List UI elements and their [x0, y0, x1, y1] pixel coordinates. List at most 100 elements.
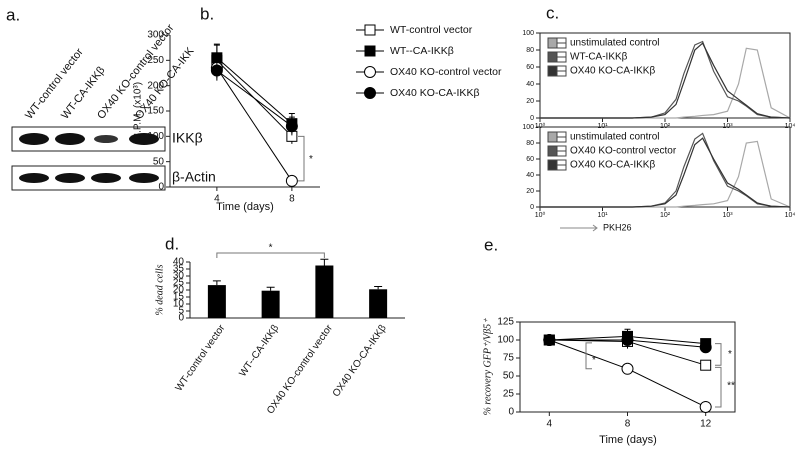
y-tick-label: 35: [173, 264, 185, 275]
legend-label: OX40 KO-CA-IKKβ: [390, 87, 479, 99]
blot-row-label: IKKβ: [172, 130, 203, 146]
x-tick-label: 4: [214, 194, 220, 205]
significance-bracket: [585, 342, 592, 370]
legend-label: unstimulated control: [570, 132, 660, 143]
x-tick-label: 4: [547, 419, 553, 430]
y-tick-label: 100: [522, 124, 534, 131]
x-axis-label: PKH26: [603, 222, 632, 232]
significance-bracket: [298, 135, 305, 182]
error-bar: [374, 286, 383, 290]
x-tick-label: 10⁴: [785, 212, 796, 219]
y-tick-label: 40: [173, 257, 185, 268]
band: [55, 173, 85, 183]
significance-bracket: [715, 366, 722, 408]
histogram-curve: [540, 137, 791, 208]
legend-swatch: [547, 65, 558, 77]
series-line: [216, 57, 293, 125]
error-bar: [320, 258, 329, 266]
error-bar: [266, 286, 275, 291]
y-tick-label: 20: [173, 285, 185, 296]
band: [94, 135, 118, 143]
y-tick-label: 250: [147, 55, 164, 66]
marker: [699, 341, 712, 354]
marker: [700, 359, 712, 371]
x-tick-label: WT--CA-IKKβ: [237, 323, 281, 379]
panel-label: a.: [6, 5, 20, 24]
band: [91, 173, 121, 183]
y-tick-label: 25: [173, 278, 185, 289]
y-axis-label: % recovery GFP⁺/Vβ5⁺: [482, 318, 493, 416]
chart: b. 0 50 100 150 200 250 300 4 8 Time (days) C.P.M. …: [133, 4, 502, 212]
legend-label: unstimulated control: [570, 38, 660, 49]
x-axis-label: Time (days): [599, 434, 657, 446]
marker: [285, 120, 298, 133]
bar: [369, 289, 388, 318]
legend-swatch: [547, 159, 558, 171]
y-tick-label: 25: [503, 389, 515, 400]
legend-label: WT--CA-IKKβ: [390, 45, 454, 57]
legend-swatch: [547, 131, 558, 143]
y-tick-label: 0: [530, 204, 534, 211]
panel-label: d.: [165, 234, 179, 253]
y-tick-label: 0: [530, 115, 534, 122]
x-tick-label: 10⁰: [535, 211, 546, 219]
y-tick-label: 40: [526, 172, 534, 179]
annotation: *: [592, 355, 596, 366]
y-tick-label: 50: [153, 156, 165, 167]
band: [129, 133, 159, 145]
panel-label: c.: [546, 3, 559, 22]
y-tick-label: 5: [178, 306, 184, 317]
y-tick-label: 30: [173, 271, 185, 282]
panel-label: e.: [484, 235, 498, 254]
legend-label: OX40 KO-CA-IKKβ: [570, 66, 655, 77]
legend-label: OX40 KO-control vector: [570, 146, 677, 157]
y-tick-label: 40: [526, 81, 534, 88]
legend-label: WT-CA-IKKβ: [570, 52, 628, 63]
x-tick-label: OX40 KO-CA-IKKβ: [331, 323, 389, 399]
y-tick-label: 60: [526, 156, 534, 163]
y-tick-label: 80: [526, 140, 534, 147]
bar: [207, 285, 226, 318]
y-tick-label: 125: [497, 317, 514, 328]
annotation: **: [727, 381, 735, 392]
legend-swatch: [547, 145, 558, 157]
bar: [315, 265, 334, 318]
y-tick-label: 20: [526, 98, 534, 105]
histogram-curve: [540, 42, 791, 119]
x-tick-label: 10²: [660, 123, 671, 130]
x-tick-label: 10¹: [597, 123, 608, 130]
bar: [261, 290, 280, 318]
band: [19, 133, 49, 145]
y-tick-label: 300: [147, 30, 164, 41]
annotation: *: [309, 154, 313, 165]
x-tick-label: 10²: [660, 212, 671, 219]
series-line: [216, 70, 293, 127]
annotation: *: [728, 349, 732, 360]
marker: [621, 334, 634, 346]
band: [55, 133, 85, 145]
marker: [285, 174, 298, 187]
marker: [364, 45, 376, 57]
x-tick-label: 10¹: [597, 212, 608, 219]
x-tick-label: 10³: [722, 123, 733, 130]
y-tick-label: 150: [147, 106, 164, 117]
marker: [699, 400, 712, 413]
y-tick-label: 0: [158, 182, 164, 193]
x-axis-label: Time (days): [216, 201, 274, 213]
legend-label: WT-control vector: [390, 24, 473, 36]
y-tick-label: 75: [503, 353, 515, 364]
legend-swatch: [547, 37, 558, 49]
y-tick-label: 15: [173, 292, 185, 303]
band: [19, 173, 49, 183]
y-tick-label: 50: [503, 371, 515, 382]
x-tick-label: WT-control vector: [174, 322, 228, 393]
x-tick-label: 10³: [722, 212, 733, 219]
marker: [364, 24, 376, 36]
marker: [621, 362, 634, 375]
significance-bracket: [216, 252, 325, 258]
x-tick-label: 10⁴: [785, 123, 796, 130]
